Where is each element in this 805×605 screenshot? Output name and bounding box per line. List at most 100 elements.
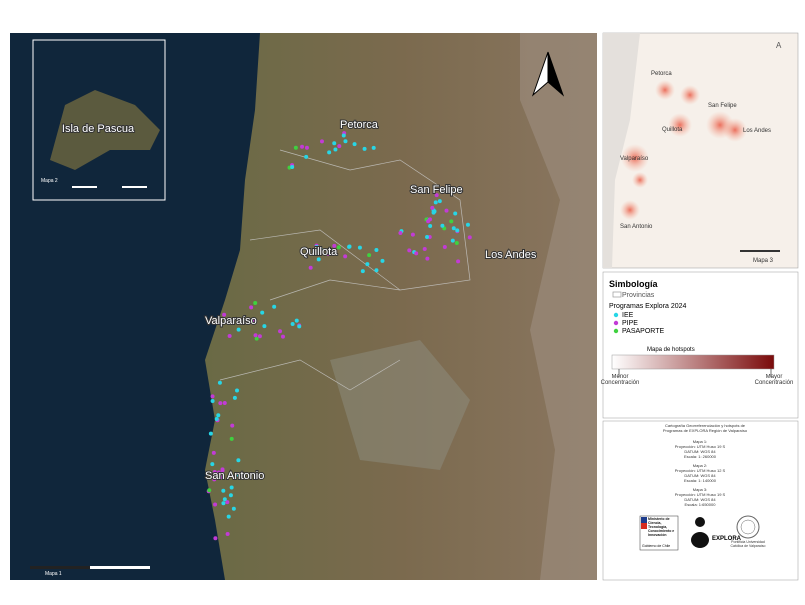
point — [251, 317, 256, 322]
point — [225, 500, 230, 505]
ministry-logo: Ministerio de Ciencia, Tecnología, Conoc… — [648, 517, 675, 537]
legend-title: Simbología — [609, 279, 658, 289]
point — [454, 241, 459, 246]
point — [407, 248, 412, 253]
point — [455, 228, 460, 233]
point — [304, 145, 309, 150]
map-label: Mapa 2 — [41, 178, 58, 184]
place-label: Los Andes — [743, 128, 771, 134]
point — [444, 208, 449, 213]
point — [232, 395, 237, 400]
point — [365, 262, 370, 267]
point — [300, 144, 305, 149]
info-line: Proyección: UTM Huso 12 S — [675, 468, 726, 473]
point — [207, 488, 212, 493]
point — [450, 238, 455, 243]
point — [332, 141, 337, 146]
point — [217, 380, 222, 385]
point — [341, 133, 346, 138]
place-label: Quillota — [300, 246, 338, 258]
legend-label: IEE — [622, 312, 634, 319]
point — [451, 226, 456, 231]
point — [327, 150, 332, 155]
point — [236, 327, 241, 332]
point — [294, 318, 299, 323]
point — [212, 477, 217, 482]
place-label: San Felipe — [708, 103, 737, 109]
point — [222, 400, 227, 405]
point — [210, 462, 215, 467]
point — [333, 147, 338, 152]
point — [228, 493, 233, 498]
point — [319, 139, 324, 144]
point — [337, 144, 342, 149]
hotspot-title: Mapa de hotspots — [647, 347, 695, 353]
point — [221, 501, 226, 506]
inset-map: Mapa 2 Isla de Pascua — [32, 39, 166, 201]
place-label: Los Andes — [485, 249, 537, 261]
point — [410, 232, 415, 237]
point — [326, 251, 331, 256]
point — [254, 336, 259, 341]
point — [430, 205, 435, 210]
place-label: Valparaíso — [205, 315, 257, 327]
point — [343, 254, 348, 259]
point — [449, 219, 454, 224]
legend-swatch — [613, 312, 619, 318]
place-label: Valparaíso — [620, 156, 649, 162]
point — [249, 305, 254, 310]
government-logo: Gobierno de Chile — [642, 544, 670, 548]
point — [314, 245, 319, 250]
info-line: Mapa 3: — [693, 487, 707, 492]
point — [336, 245, 341, 250]
info-box: Cartografía Georreferenciación y hotspot… — [602, 420, 799, 581]
legend-label: PIPE — [622, 320, 638, 327]
point — [465, 222, 470, 227]
point — [216, 470, 221, 475]
university-logo: Pontificia Universidad Católica de Valpa… — [730, 540, 766, 548]
point — [272, 304, 277, 309]
point — [437, 199, 442, 204]
point — [220, 468, 225, 473]
point — [374, 268, 379, 273]
legend-provinces: Provincias — [622, 292, 655, 299]
point — [347, 244, 352, 249]
point — [425, 234, 430, 239]
info-line: DATUM: WGS 84 — [684, 497, 716, 502]
point — [278, 329, 283, 334]
point — [380, 258, 385, 263]
legend-label: PASAPORTE — [622, 328, 664, 335]
point — [304, 154, 309, 159]
point — [362, 146, 367, 151]
point — [432, 209, 437, 214]
point — [290, 165, 295, 170]
point — [280, 334, 285, 339]
point — [253, 333, 258, 338]
legend: Simbología Provincias Programas Explora … — [601, 271, 799, 419]
info-title: Cartografía Georreferenciación y hotspot… — [662, 423, 748, 433]
point — [428, 223, 433, 228]
map-label: Mapa 1 — [45, 571, 62, 577]
point — [371, 145, 376, 150]
legend-programs-title: Programas Explora 2024 — [609, 303, 687, 310]
point — [367, 253, 372, 258]
point — [262, 324, 267, 329]
point — [208, 431, 213, 436]
point — [456, 259, 461, 264]
point — [231, 506, 236, 511]
point — [374, 248, 379, 253]
point — [318, 247, 323, 252]
point — [230, 423, 235, 428]
point — [352, 142, 357, 147]
point — [213, 502, 218, 507]
main-map: Mapa 1 — [10, 33, 597, 580]
point — [434, 193, 439, 198]
place-label: Quillota — [662, 127, 683, 133]
legend-swatch — [613, 328, 619, 334]
point — [210, 399, 215, 404]
point — [226, 514, 231, 519]
point — [428, 217, 433, 222]
point — [225, 531, 230, 536]
hotspot-map: Mapa 3 A Petorca San Felipe Quillota Los An… — [602, 32, 799, 269]
